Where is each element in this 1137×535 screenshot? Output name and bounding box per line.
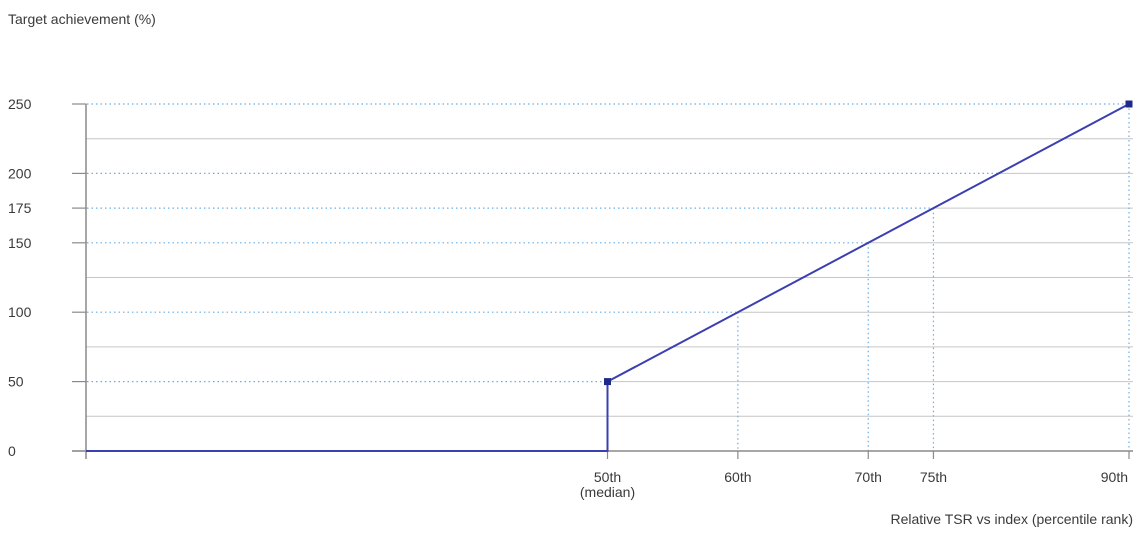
series-line — [86, 103, 1130, 452]
x-axis-title: Relative TSR vs index (percentile rank) — [890, 511, 1133, 527]
data-point-marker-90 — [1125, 100, 1133, 108]
x-tick-label-60: 60th — [724, 469, 751, 485]
reference-lines — [87, 103, 1133, 451]
y-tick-label-50: 50 — [8, 374, 24, 390]
y-tick-label-0: 0 — [8, 443, 16, 459]
x-tick-label-90: 90th — [1101, 469, 1128, 485]
x-tick-label-70: 70th — [855, 469, 882, 485]
y-tick-label-250: 250 — [8, 96, 32, 112]
x-tick-label-75: 75th — [920, 469, 947, 485]
y-tick-label-150: 150 — [8, 235, 32, 251]
labels: Target achievement (%) Relative TSR vs i… — [8, 11, 1133, 527]
y-tick-label-175: 175 — [8, 200, 32, 216]
grid-layer — [86, 103, 1133, 417]
x-tick-sublabel-50: (median) — [580, 484, 635, 500]
x-tick-label-50: 50th — [594, 469, 621, 485]
y-tick-label-200: 200 — [8, 165, 32, 181]
axes — [72, 103, 1133, 459]
series-layer — [86, 100, 1133, 452]
y-tick-label-100: 100 — [8, 304, 32, 320]
data-point-marker-50 — [604, 378, 611, 386]
y-axis-title: Target achievement (%) — [8, 11, 156, 27]
